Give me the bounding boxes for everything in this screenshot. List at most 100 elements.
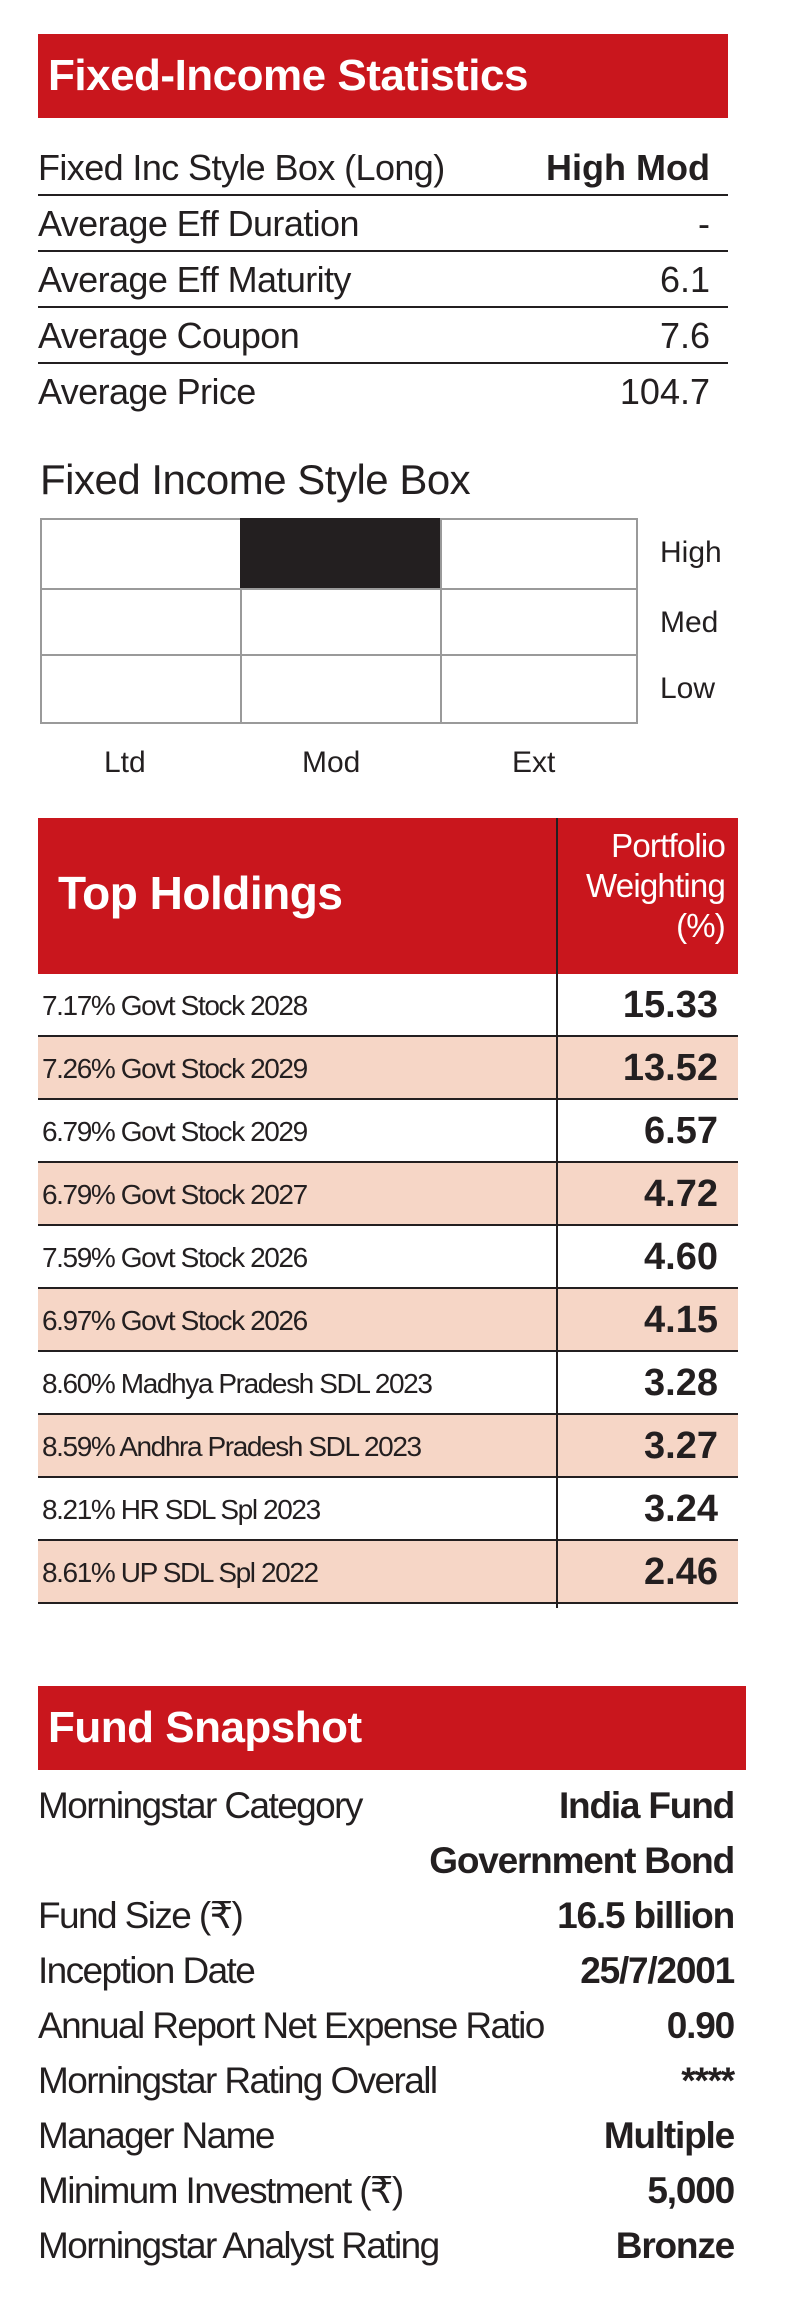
snapshot-row-category-cont: Government Bond [38,1833,738,1888]
holding-name: 7.17% Govt Stock 2028 [42,990,308,1021]
holding-weight: 3.27 [644,1425,718,1467]
style-box-col-label-ext: Ext [512,746,556,779]
snapshot-label: Fund Size (₹) [38,1895,244,1936]
weighting-header-line: Portfolio [611,827,726,864]
holding-name: 7.26% Govt Stock 2029 [42,1053,308,1084]
snapshot-row-analyst-rating: Morningstar Analyst Rating Bronze [38,2218,738,2273]
fi-label: Average Coupon [38,315,300,356]
style-box-cell-low-ltd [40,654,242,724]
holding-weight: 3.24 [644,1488,718,1530]
snapshot-value: 16.5 billion [557,1895,735,1936]
style-box-row-label-high: High [660,536,722,569]
portfolio-weighting-header: Portfolio Weighting (%) [560,826,726,946]
snapshot-label: Minimum Investment (₹) [38,2170,404,2211]
divider [38,250,728,252]
snapshot-value: Government Bond [429,1840,735,1881]
holding-name: 6.97% Govt Stock 2026 [42,1305,308,1336]
snapshot-value: 0.90 [666,2005,735,2046]
holding-weight: 13.52 [622,1047,718,1089]
snapshot-label: Morningstar Rating Overall [38,2060,438,2101]
holding-name: 8.61% UP SDL Spl 2022 [42,1557,319,1588]
style-box-row-label-low: Low [660,672,716,705]
style-box-cell-low-ext [440,654,638,724]
snapshot-label: Manager Name [38,2115,275,2156]
fi-label: Fixed Inc Style Box (Long) [38,147,445,188]
style-box-col-label-ltd: Ltd [104,746,146,779]
snapshot-row-manager: Manager Name Multiple [38,2108,738,2163]
divider [38,362,728,364]
fi-value: - [698,203,710,244]
fixed-income-statistics-header: Fixed-Income Statistics [38,34,728,118]
holding-name: 6.79% Govt Stock 2029 [42,1116,308,1147]
style-box-grid [40,518,638,724]
style-box-cell-high-mod [240,518,442,590]
weighting-header-line: Weighting [586,867,726,904]
style-box-cell-med-ext [440,588,638,656]
style-box-cell-low-mod [240,654,442,724]
fi-value: High Mod [546,147,710,188]
snapshot-value: 5,000 [647,2170,735,2211]
table-row: 8.60% Madhya Pradesh SDL 2023 3.28 [38,1352,738,1415]
fi-label: Average Price [38,371,256,412]
table-row: 6.97% Govt Stock 2026 4.15 [38,1289,738,1352]
fi-label: Average Eff Duration [38,203,359,244]
snapshot-row-min-investment: Minimum Investment (₹) 5,000 [38,2163,738,2218]
holding-weight: 4.72 [644,1173,718,1215]
fi-row-eff-duration: Average Eff Duration - [38,196,728,252]
snapshot-row-expense-ratio: Annual Report Net Expense Ratio 0.90 [38,1998,738,2053]
fi-value: 104.7 [619,371,710,412]
holding-name: 8.59% Andhra Pradesh SDL 2023 [42,1431,422,1462]
style-box-col-label-mod: Mod [302,746,361,779]
holding-weight: 3.28 [644,1362,718,1404]
snapshot-value: 25/7/2001 [580,1950,735,1991]
fi-row-avg-coupon: Average Coupon 7.6 [38,308,728,364]
style-box-cell-high-ext [440,518,638,590]
snapshot-row-inception: Inception Date 25/7/2001 [38,1943,738,1998]
snapshot-row-fund-size: Fund Size (₹) 16.5 billion [38,1888,738,1943]
holding-weight: 6.57 [644,1110,718,1152]
holding-weight: 2.46 [644,1551,718,1593]
style-box-cell-high-ltd [40,518,242,590]
snapshot-value: India Fund [558,1785,735,1826]
fi-value: 6.1 [659,259,710,300]
top-holdings-header [38,818,738,974]
fi-value: 7.6 [659,315,710,356]
table-row: 6.79% Govt Stock 2027 4.72 [38,1163,738,1226]
holdings-column-divider [556,818,558,1608]
snapshot-row-rating: Morningstar Rating Overall **** [38,2053,738,2108]
holding-weight: 15.33 [622,984,718,1026]
table-row: 7.59% Govt Stock 2026 4.60 [38,1226,738,1289]
snapshot-label: Inception Date [38,1950,256,1991]
style-box-row-label-med: Med [660,606,719,639]
table-row: 8.21% HR SDL Spl 2023 3.24 [38,1478,738,1541]
snapshot-value: **** [681,2060,735,2101]
table-row: 6.79% Govt Stock 2029 6.57 [38,1100,738,1163]
holding-weight: 4.60 [644,1236,718,1278]
table-row: 7.26% Govt Stock 2029 13.52 [38,1037,738,1100]
snapshot-label: Morningstar Analyst Rating [38,2225,440,2266]
table-row: 7.17% Govt Stock 2028 15.33 [38,974,738,1037]
style-box-cell-med-mod [240,588,442,656]
snapshot-value: Multiple [603,2115,735,2156]
fi-label: Average Eff Maturity [38,259,351,300]
table-row: 8.61% UP SDL Spl 2022 2.46 [38,1541,738,1604]
fi-row-eff-maturity: Average Eff Maturity 6.1 [38,252,728,308]
divider [38,194,728,196]
holding-name: 8.21% HR SDL Spl 2023 [42,1494,321,1525]
top-holdings-title: Top Holdings [58,867,343,919]
divider [38,306,728,308]
fund-snapshot-header: Fund Snapshot [38,1686,746,1770]
snapshot-value: Bronze [615,2225,735,2266]
holding-name: 6.79% Govt Stock 2027 [42,1179,308,1210]
holding-name: 7.59% Govt Stock 2026 [42,1242,308,1273]
fi-row-avg-price: Average Price 104.7 [38,364,728,420]
fi-row-style-box: Fixed Inc Style Box (Long) High Mod [38,140,728,196]
holding-weight: 4.15 [644,1299,718,1341]
snapshot-row-category: Morningstar Category India Fund [38,1778,738,1833]
style-box-cell-med-ltd [40,588,242,656]
weighting-header-line: (%) [676,907,726,944]
snapshot-label: Morningstar Category [38,1785,363,1826]
holding-name: 8.60% Madhya Pradesh SDL 2023 [42,1368,433,1399]
snapshot-label: Annual Report Net Expense Ratio [38,2005,545,2046]
style-box-title: Fixed Income Style Box [40,456,471,503]
